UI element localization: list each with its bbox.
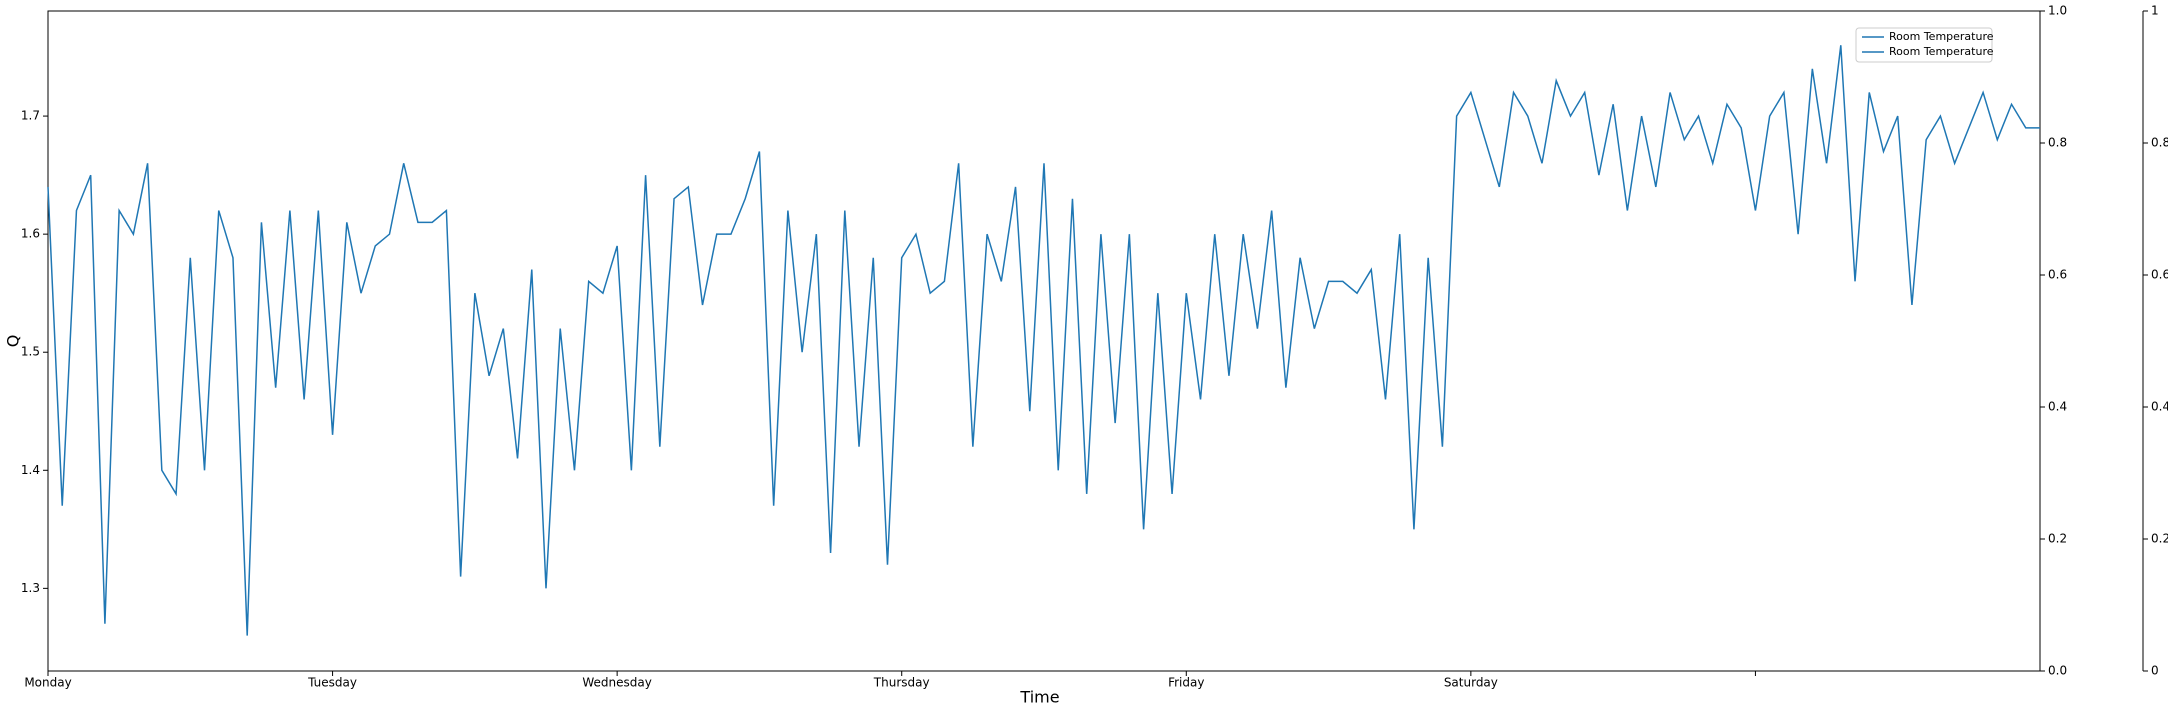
y-axis-label: Q	[4, 335, 23, 348]
y3-tick-label: 0.2	[2151, 532, 2168, 546]
y-tick-label: 1.6	[21, 227, 40, 241]
legend-label: Room Temperature	[1889, 45, 1994, 58]
y-tick-label: 1.3	[21, 581, 40, 595]
y2-tick-label: 0.2	[2048, 532, 2067, 546]
x-tick-label: Tuesday	[307, 676, 357, 690]
x-tick-label: Thursday	[873, 676, 930, 690]
x-tick-label: Monday	[24, 676, 71, 690]
plot-frame	[47, 10, 2041, 672]
y3-tick-label: 0.4	[2151, 400, 2168, 414]
x-tick-label: Friday	[1168, 676, 1204, 690]
y-tick-label: 1.7	[21, 109, 40, 123]
y3-tick-label: 0.6	[2151, 268, 2168, 282]
x-axis-label: Time	[1019, 688, 1059, 707]
y2-tick-label: 0.4	[2048, 400, 2067, 414]
legend-box	[1855, 27, 1993, 63]
y2-tick-label: 1.0	[2048, 4, 2067, 18]
y3-tick-label: 0.8	[2151, 136, 2168, 150]
y2-tick-label: 0.6	[2048, 268, 2067, 282]
y3-tick-label: 0	[2151, 664, 2159, 678]
x-tick-label: Saturday	[1444, 676, 1498, 690]
x-tick-label: Wednesday	[582, 676, 651, 690]
y3-tick-label: 1	[2151, 4, 2159, 18]
y2-tick-label: 0.8	[2048, 136, 2067, 150]
y-tick-label: 1.5	[21, 345, 40, 359]
legend-label: Room Temperature	[1889, 30, 1994, 43]
y2-tick-label: 0.0	[2048, 664, 2067, 678]
data-line	[47, 45, 2040, 636]
y-tick-label: 1.4	[21, 463, 40, 477]
